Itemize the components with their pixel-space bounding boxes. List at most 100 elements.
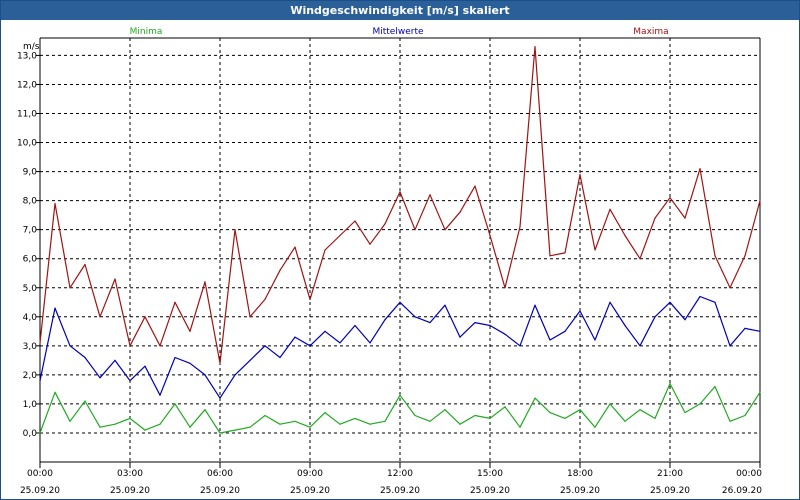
x-tick-date: 25.09.20 — [110, 486, 150, 496]
x-tick-time: 12:00 — [387, 469, 413, 479]
data-point — [234, 429, 236, 431]
x-tick-date: 25.09.20 — [290, 486, 330, 496]
x-tick-time: 00:00 — [736, 469, 762, 479]
data-point — [504, 333, 506, 335]
y-tick-label: 5,0 — [23, 284, 38, 294]
data-point — [294, 420, 296, 422]
data-point — [564, 252, 566, 254]
data-point — [54, 202, 56, 205]
data-point — [624, 420, 626, 422]
data-point — [744, 255, 746, 257]
x-tick-time: 06:00 — [207, 469, 233, 479]
data-point — [624, 324, 626, 327]
data-point — [144, 429, 146, 431]
data-point — [54, 391, 56, 393]
x-tick-date: 25.09.20 — [560, 486, 600, 496]
data-point — [654, 217, 656, 219]
data-point — [384, 319, 386, 321]
data-point — [549, 255, 551, 257]
data-point — [129, 345, 131, 347]
data-point — [279, 423, 281, 425]
x-tick-time: 18:00 — [567, 469, 593, 479]
data-point — [99, 426, 101, 428]
data-point — [609, 403, 611, 405]
x-tick-date: 25.09.20 — [470, 486, 510, 496]
data-point — [729, 420, 731, 422]
data-point — [684, 412, 686, 414]
data-point — [159, 345, 161, 347]
data-point — [69, 287, 71, 289]
data-point — [609, 301, 611, 303]
series-lines — [39, 46, 761, 434]
data-point — [594, 249, 596, 251]
data-point — [399, 394, 401, 396]
data-point — [414, 229, 416, 231]
data-point — [54, 307, 56, 309]
x-tick-date: 25.09.20 — [650, 486, 690, 496]
data-point — [639, 345, 641, 347]
data-point — [414, 316, 416, 318]
x-tick-time: 09:00 — [297, 469, 323, 479]
data-point — [684, 319, 686, 321]
data-point — [399, 191, 401, 193]
data-point — [459, 423, 461, 425]
data-point — [759, 391, 761, 393]
data-point — [474, 414, 476, 417]
data-point — [174, 403, 176, 405]
data-point — [714, 385, 716, 388]
data-point — [654, 316, 656, 318]
x-tick-date: 25.09.20 — [20, 486, 60, 496]
data-point — [489, 234, 491, 237]
data-point — [264, 345, 266, 347]
axes — [36, 37, 761, 468]
y-tick-label: 1,0 — [23, 400, 38, 410]
data-point — [639, 409, 641, 411]
data-point — [534, 46, 536, 48]
data-point — [444, 229, 446, 231]
data-point — [699, 168, 701, 170]
data-point — [324, 249, 326, 251]
data-point — [39, 342, 41, 344]
data-point — [639, 258, 641, 260]
line-chart: 13,0 12,0 11,0 10,0 9,0 8,0 7,0 6,0 5,0 4,0 3,0 2,0… — [1, 21, 799, 499]
data-point — [204, 374, 206, 376]
data-point — [564, 417, 566, 419]
data-point — [39, 432, 41, 434]
data-point — [309, 426, 311, 428]
legend-maxima: Maxima — [633, 27, 668, 37]
data-point — [594, 426, 596, 428]
y-tick-label: 11,0 — [17, 110, 37, 120]
data-point — [384, 223, 386, 225]
data-point — [114, 359, 116, 361]
data-point — [219, 397, 221, 399]
data-point — [159, 423, 161, 425]
data-point — [69, 420, 71, 422]
data-point — [444, 409, 446, 411]
data-point — [99, 316, 101, 318]
window-title: Windgeschwindigkeit [m/s] skaliert — [1, 1, 799, 20]
data-point — [339, 342, 341, 344]
data-point — [579, 310, 581, 312]
x-tick-time: 03:00 — [117, 469, 143, 479]
data-point — [744, 414, 746, 417]
data-point — [39, 380, 41, 382]
data-point — [249, 316, 251, 318]
data-point — [534, 304, 536, 306]
y-tick-label: 7,0 — [23, 226, 38, 236]
data-point — [249, 359, 251, 361]
y-tick-label: 9,0 — [23, 168, 38, 178]
data-point — [579, 409, 581, 411]
data-point — [324, 412, 326, 414]
data-point — [144, 365, 146, 367]
data-point — [489, 417, 491, 419]
x-tick-time: 15:00 — [477, 469, 503, 479]
data-point — [759, 200, 761, 202]
data-point — [609, 208, 611, 210]
data-point — [354, 220, 356, 222]
data-point — [189, 362, 191, 364]
y-tick-label: 3,0 — [23, 342, 38, 352]
data-point — [504, 287, 506, 289]
data-point — [369, 342, 371, 344]
data-point — [414, 414, 416, 417]
data-point — [519, 226, 521, 228]
